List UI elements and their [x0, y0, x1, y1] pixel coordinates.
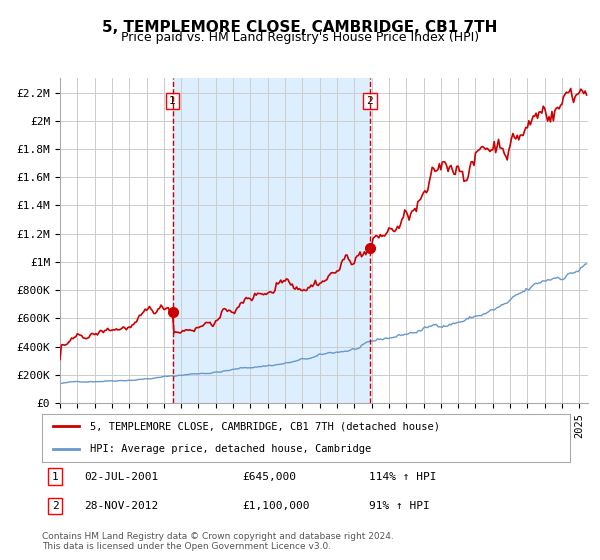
Bar [173, 78, 370, 403]
Text: 02-JUL-2001: 02-JUL-2001 [84, 472, 158, 482]
Text: £1,100,000: £1,100,000 [242, 501, 310, 511]
Text: 1: 1 [169, 96, 176, 106]
Text: 1: 1 [52, 472, 59, 482]
Text: 28-NOV-2012: 28-NOV-2012 [84, 501, 158, 511]
Text: £645,000: £645,000 [242, 472, 296, 482]
Text: 2: 2 [52, 501, 59, 511]
Text: 91% ↑ HPI: 91% ↑ HPI [370, 501, 430, 511]
Text: Price paid vs. HM Land Registry's House Price Index (HPI): Price paid vs. HM Land Registry's House … [121, 31, 479, 44]
Text: 5, TEMPLEMORE CLOSE, CAMBRIDGE, CB1 7TH (detached house): 5, TEMPLEMORE CLOSE, CAMBRIDGE, CB1 7TH … [89, 421, 440, 431]
Text: Contains HM Land Registry data © Crown copyright and database right 2024.
This d: Contains HM Land Registry data © Crown c… [42, 532, 394, 552]
Text: 2: 2 [367, 96, 373, 106]
Text: 114% ↑ HPI: 114% ↑ HPI [370, 472, 437, 482]
Text: 5, TEMPLEMORE CLOSE, CAMBRIDGE, CB1 7TH: 5, TEMPLEMORE CLOSE, CAMBRIDGE, CB1 7TH [103, 20, 497, 35]
Text: HPI: Average price, detached house, Cambridge: HPI: Average price, detached house, Camb… [89, 444, 371, 454]
